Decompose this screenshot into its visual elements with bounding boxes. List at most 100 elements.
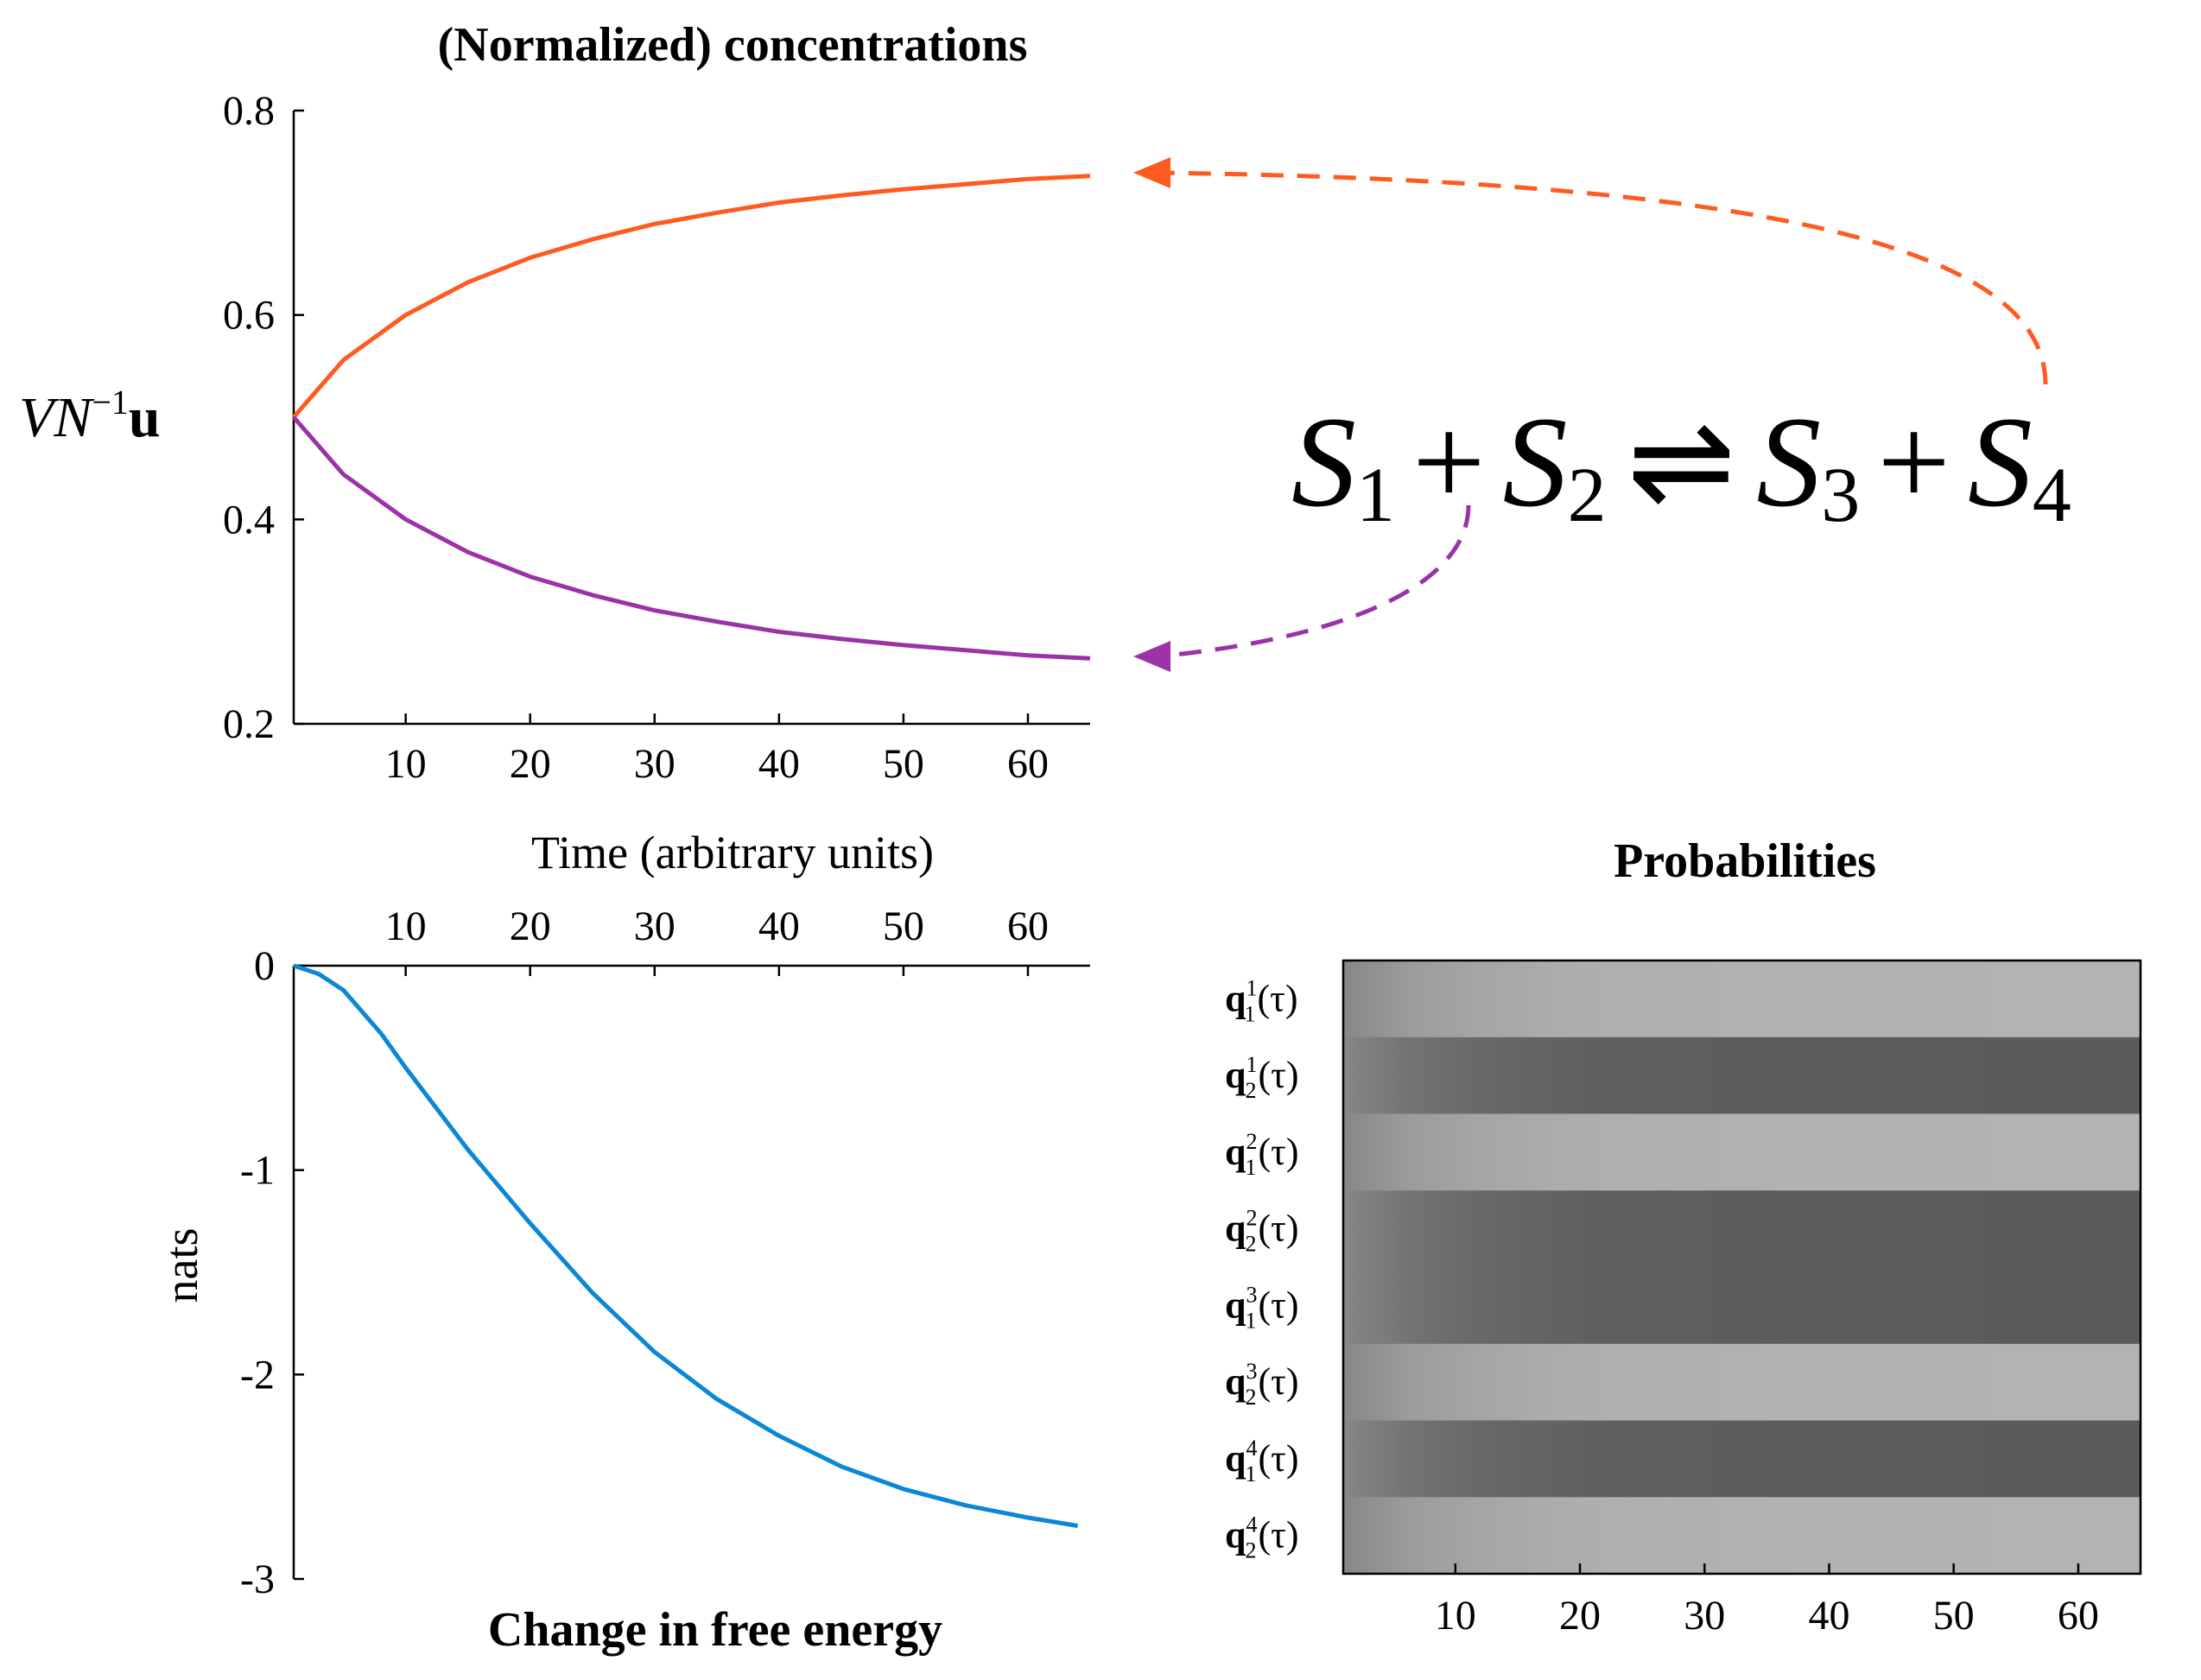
row-label-arg: (τ) (1258, 1437, 1298, 1480)
x-tick-label: 40 (758, 741, 800, 787)
concentrations-axes: 10 20 30 40 50 60 0.2 0.4 0.6 0.8 (223, 88, 1090, 787)
y-tick-label: 0.8 (223, 88, 275, 134)
x-tick-label: 20 (1559, 1593, 1601, 1639)
eq-s1: S (1291, 390, 1356, 534)
x-tick-label: 50 (883, 903, 924, 949)
heatmap-row (1343, 1113, 2141, 1191)
svg-text:S1+S2⇌S3+S4: S1 + S2 ⇌ S3 + S4 (1291, 390, 2071, 538)
x-tick-label: 20 (510, 903, 551, 949)
x-tick-label: 40 (758, 903, 800, 949)
x-tick-label: 60 (2058, 1593, 2099, 1639)
arrows (1133, 157, 2048, 672)
y-tick-label: 0 (254, 943, 275, 989)
x-tick-label: 30 (634, 741, 676, 787)
heatmap-row (1343, 1420, 2141, 1498)
heatmap-row (1343, 1343, 2141, 1422)
heatmap-row (1343, 1037, 2141, 1115)
x-tick-label: 10 (385, 741, 427, 787)
arrow-s12-head (1133, 641, 1170, 672)
y-tick-label: -1 (240, 1148, 275, 1194)
eq-plus2: + (1877, 390, 1950, 534)
row-label-sub: 1 (1245, 1001, 1256, 1026)
row-label: q4 1(τ) (1225, 1436, 1298, 1487)
probabilities-axes: 10 20 30 40 50 60 (1342, 959, 2142, 1639)
row-label-sup: 3 (1246, 1359, 1257, 1384)
row-label-sub: 2 (1245, 1385, 1256, 1410)
row-label: q1 2(τ) (1225, 1052, 1298, 1103)
energy-panel: 10 20 30 40 50 60 0 -1 -2 -3 Change in free energ… (155, 903, 1090, 1657)
row-label-symbol: q (1225, 1514, 1246, 1556)
concentrations-title: (Normalized) concentrations (438, 18, 1028, 72)
eq-s2-sub: 2 (1568, 453, 1607, 538)
row-label-sup: 1 (1246, 975, 1256, 1000)
y-tick-label: -3 (240, 1556, 275, 1602)
row-label-sub: 2 (1245, 1078, 1256, 1103)
x-tick-label: 30 (634, 903, 676, 949)
y-tick-label: -2 (240, 1352, 275, 1398)
concentrations-xlabel: Time (arbitrary units) (531, 827, 934, 878)
energy-line (293, 963, 1079, 1528)
eq-s2: S (1503, 390, 1568, 534)
energy-title: Change in free energy (488, 1603, 942, 1657)
ylabel-bold: u (129, 386, 161, 449)
ylabel-exp: −1 (92, 383, 129, 422)
reaction-equation: S1 + S2 ⇌ S3 + S4 (1291, 390, 2071, 538)
row-label-symbol: q (1225, 1284, 1246, 1326)
probabilities-heatmap (1343, 960, 2141, 1575)
y-tick-label: 0.6 (223, 293, 275, 339)
heatmap-frame (1342, 959, 2142, 1575)
row-label: q4 2(τ) (1225, 1512, 1298, 1563)
eq-s3: S (1756, 390, 1821, 534)
row-label: q3 2(τ) (1225, 1359, 1298, 1410)
eq-s4: S (1968, 390, 2033, 534)
row-label-symbol: q (1225, 1054, 1246, 1096)
energy-lines (293, 963, 1079, 1528)
row-label-sub: 2 (1245, 1232, 1256, 1257)
arrow-s34-head (1133, 157, 1170, 188)
energy-axes: 10 20 30 40 50 60 0 -1 -2 -3 (240, 903, 1090, 1602)
row-label: q2 2(τ) (1225, 1206, 1298, 1257)
row-label-arg: (τ) (1258, 977, 1298, 1019)
row-label-sup: 4 (1246, 1436, 1257, 1461)
heatmap-row (1343, 1497, 2141, 1575)
row-label: q2 1(τ) (1225, 1129, 1298, 1180)
row-label-sub: 1 (1245, 1308, 1256, 1333)
energy-ylabel: nats (155, 1228, 207, 1303)
row-label-arg: (τ) (1258, 1284, 1298, 1326)
y-tick-label: 0.4 (223, 497, 275, 542)
row-label-sub: 2 (1245, 1538, 1256, 1563)
row-label-sup: 2 (1246, 1206, 1257, 1231)
row-label-sub: 1 (1245, 1461, 1256, 1487)
probabilities-title: Probabilities (1614, 834, 1876, 888)
eq-s4-sub: 4 (2033, 453, 2071, 538)
heatmap-row (1343, 1190, 2141, 1268)
heatmap-row (1343, 1267, 2141, 1345)
x-tick-label: 10 (385, 903, 427, 949)
row-label-arg: (τ) (1258, 1208, 1298, 1250)
row-label-arg: (τ) (1258, 1054, 1298, 1096)
x-tick-label: 50 (883, 741, 924, 787)
x-tick-label: 20 (510, 741, 551, 787)
eq-plus1: + (1412, 390, 1486, 534)
row-label-symbol: q (1225, 1360, 1246, 1403)
row-label: q1 1(τ) (1225, 975, 1298, 1026)
concentrations-ylabel: VN−1u (19, 383, 161, 449)
series-line-s34 (292, 174, 1091, 419)
row-label-sup: 2 (1246, 1129, 1257, 1154)
y-tick-label: 0.2 (223, 701, 275, 747)
row-label-arg: (τ) (1258, 1131, 1298, 1173)
heatmap-row (1343, 960, 2141, 1038)
row-label: q3 1(τ) (1225, 1282, 1298, 1333)
row-label-symbol: q (1225, 1437, 1246, 1480)
concentrations-panel: (Normalized) concentrations 10 20 30 40 50 60… (19, 18, 1091, 878)
x-tick-label: 40 (1808, 1593, 1849, 1639)
series-line-s12 (292, 415, 1091, 661)
probabilities-panel: Probabilities 10 20 30 40 50 60 q1 1(τ)q1 2(τ)q… (1225, 834, 2142, 1639)
row-label-symbol: q (1225, 1131, 1246, 1173)
concentrations-lines (292, 174, 1091, 661)
eq-arrow: ⇌ (1627, 390, 1736, 534)
probabilities-row-labels: q1 1(τ)q1 2(τ)q2 1(τ)q2 2(τ)q3 1(τ)q3 2(τ)q4 1(… (1225, 975, 1298, 1563)
row-label-symbol: q (1225, 1208, 1246, 1250)
row-label-sup: 1 (1246, 1052, 1257, 1077)
